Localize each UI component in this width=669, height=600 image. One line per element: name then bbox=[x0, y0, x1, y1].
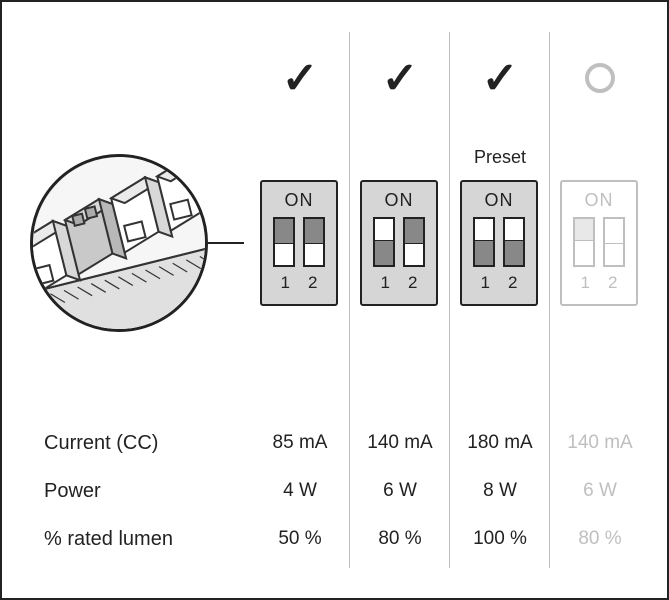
cell: 80 % bbox=[554, 528, 646, 550]
dip-slot bbox=[503, 217, 525, 267]
dip-on-label: ON bbox=[362, 190, 436, 211]
cell: 140 mA bbox=[354, 432, 446, 454]
row-label: Current (CC) bbox=[44, 432, 158, 455]
dip-slot bbox=[373, 217, 395, 267]
status-check-icon: ✓ bbox=[254, 57, 346, 101]
status-check-icon: ✓ bbox=[454, 57, 546, 101]
cell: 50 % bbox=[254, 528, 346, 550]
dip-knob bbox=[575, 219, 593, 241]
dip-num: 1 bbox=[381, 273, 390, 293]
row-label: Power bbox=[44, 480, 101, 503]
dip-on-label: ON bbox=[462, 190, 536, 211]
dip-num: 1 bbox=[281, 273, 290, 293]
dip-knob bbox=[605, 243, 623, 265]
dip-num: 1 bbox=[581, 273, 590, 293]
dip-knob bbox=[475, 219, 493, 241]
cell: 6 W bbox=[554, 480, 646, 502]
dip-switch-2: ON 1 2 bbox=[360, 180, 438, 306]
dip-knob bbox=[405, 243, 423, 265]
dip-knob bbox=[505, 219, 523, 241]
dip-slot bbox=[573, 217, 595, 267]
spec-table: Current (CC) 85 mA 140 mA 180 mA 140 mA … bbox=[2, 422, 667, 566]
dip-num: 2 bbox=[608, 273, 617, 293]
cell: 4 W bbox=[254, 480, 346, 502]
dip-num: 2 bbox=[308, 273, 317, 293]
status-circle-icon bbox=[554, 57, 646, 98]
dip-slot bbox=[303, 217, 325, 267]
cell: 80 % bbox=[354, 528, 446, 550]
cell: 100 % bbox=[454, 528, 546, 550]
cell: 6 W bbox=[354, 480, 446, 502]
cell: 8 W bbox=[454, 480, 546, 502]
dip-num: 1 bbox=[481, 273, 490, 293]
spec-diagram: ✓ ✓ ✓ Preset bbox=[0, 0, 669, 600]
dip-slot bbox=[473, 217, 495, 267]
cell: 85 mA bbox=[254, 432, 346, 454]
cell: 180 mA bbox=[454, 432, 546, 454]
dip-knob bbox=[275, 243, 293, 265]
dip-slot bbox=[603, 217, 625, 267]
status-check-icon: ✓ bbox=[354, 57, 446, 101]
dip-slot bbox=[273, 217, 295, 267]
dip-knob bbox=[375, 219, 393, 241]
leader-line bbox=[208, 242, 244, 244]
table-row: % rated lumen 50 % 80 % 100 % 80 % bbox=[2, 518, 667, 566]
dip-switch-3: ON 1 2 bbox=[460, 180, 538, 306]
dip-switch-4: ON 1 2 bbox=[560, 180, 638, 306]
dip-slot bbox=[403, 217, 425, 267]
component-photo bbox=[30, 154, 208, 332]
dip-num: 2 bbox=[508, 273, 517, 293]
preset-label: Preset bbox=[454, 147, 546, 168]
dip-on-label: ON bbox=[562, 190, 636, 211]
table-row: Power 4 W 6 W 8 W 6 W bbox=[2, 470, 667, 518]
dip-num: 2 bbox=[408, 273, 417, 293]
cell: 140 mA bbox=[554, 432, 646, 454]
dip-knob bbox=[305, 243, 323, 265]
dip-on-label: ON bbox=[262, 190, 336, 211]
table-row: Current (CC) 85 mA 140 mA 180 mA 140 mA bbox=[2, 422, 667, 470]
row-label: % rated lumen bbox=[44, 528, 173, 551]
dip-switch-1: ON 1 2 bbox=[260, 180, 338, 306]
